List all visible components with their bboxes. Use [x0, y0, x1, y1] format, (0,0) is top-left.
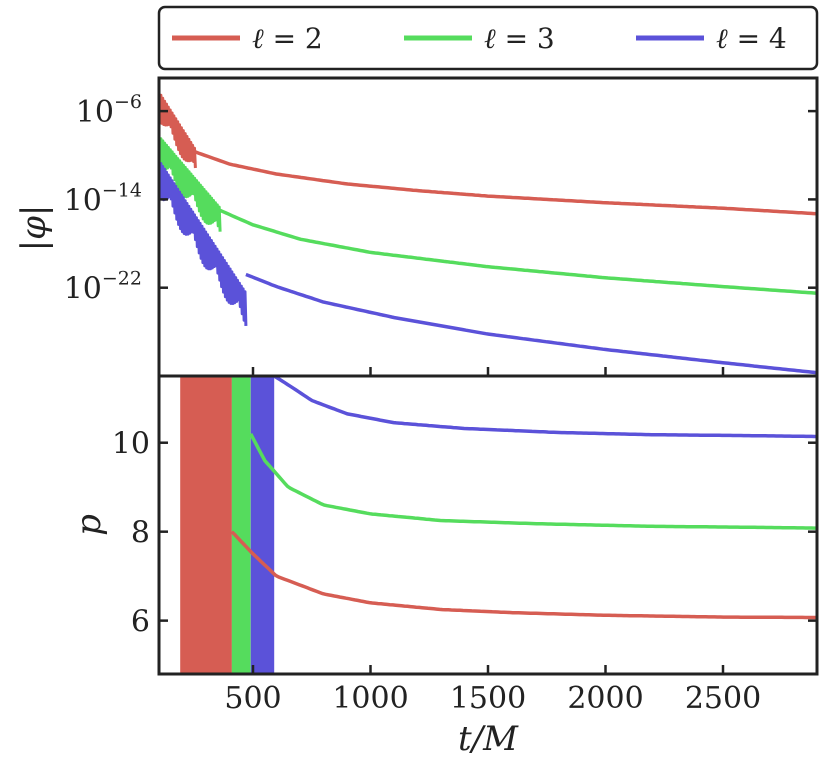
legend: ℓ = 2 ℓ = 3 ℓ = 4	[157, 5, 819, 71]
xtick-labels: 500 1000 1500 2000 2500	[224, 681, 761, 716]
noise-band-l3	[231, 376, 251, 674]
xtick-label: 2500	[685, 681, 761, 716]
noise-band-l2	[180, 376, 232, 674]
top-series-group	[159, 92, 817, 375]
bottom-series-group	[180, 376, 817, 674]
bottom-panel: 6 8 10 500 1000 1500 2000 2500 p t/M	[69, 374, 819, 759]
xtick-label: 2000	[567, 681, 643, 716]
bottom-ytick-label: 8	[131, 516, 150, 551]
series-ringdown-l3	[159, 136, 222, 232]
top-ytick-label: 10−6	[76, 91, 142, 130]
legend-frame	[157, 5, 819, 71]
legend-label-l2: ℓ = 2	[252, 22, 323, 55]
xtick-label: 1500	[450, 681, 526, 716]
xlabel: t/M	[458, 719, 519, 759]
xtick-label: 500	[224, 681, 281, 716]
series-curve-l3	[249, 432, 817, 530]
series-curve-l4	[273, 376, 817, 439]
series-ringdown-l2	[159, 92, 197, 169]
series-tail-l2	[194, 150, 817, 216]
bottom-ytick-label: 6	[131, 605, 150, 640]
top-ytick-label: 10−14	[64, 179, 142, 218]
bottom-ytick-labels: 6 8 10	[112, 427, 150, 640]
series-tail-l3	[219, 208, 817, 295]
series-tail-l4	[245, 272, 817, 375]
top-ytick-label: 10−22	[64, 268, 142, 307]
top-ytick-labels: 10−6 10−14 10−22	[64, 91, 142, 307]
legend-label-l3: ℓ = 3	[484, 22, 555, 55]
legend-label-l4: ℓ = 4	[716, 22, 787, 55]
top-ylabel: |φ|	[14, 205, 54, 252]
top-ticks	[159, 109, 817, 376]
series-curve-l2	[230, 530, 817, 620]
top-panel: 10−6 10−14 10−22 |φ|	[14, 76, 819, 378]
bottom-ylabel: p	[69, 514, 109, 536]
noise-band-l4	[250, 376, 275, 674]
xtick-label: 1000	[332, 681, 408, 716]
series-ringdown-l4	[159, 160, 248, 326]
bottom-ticks	[159, 441, 817, 674]
bottom-ytick-label: 10	[112, 427, 150, 462]
